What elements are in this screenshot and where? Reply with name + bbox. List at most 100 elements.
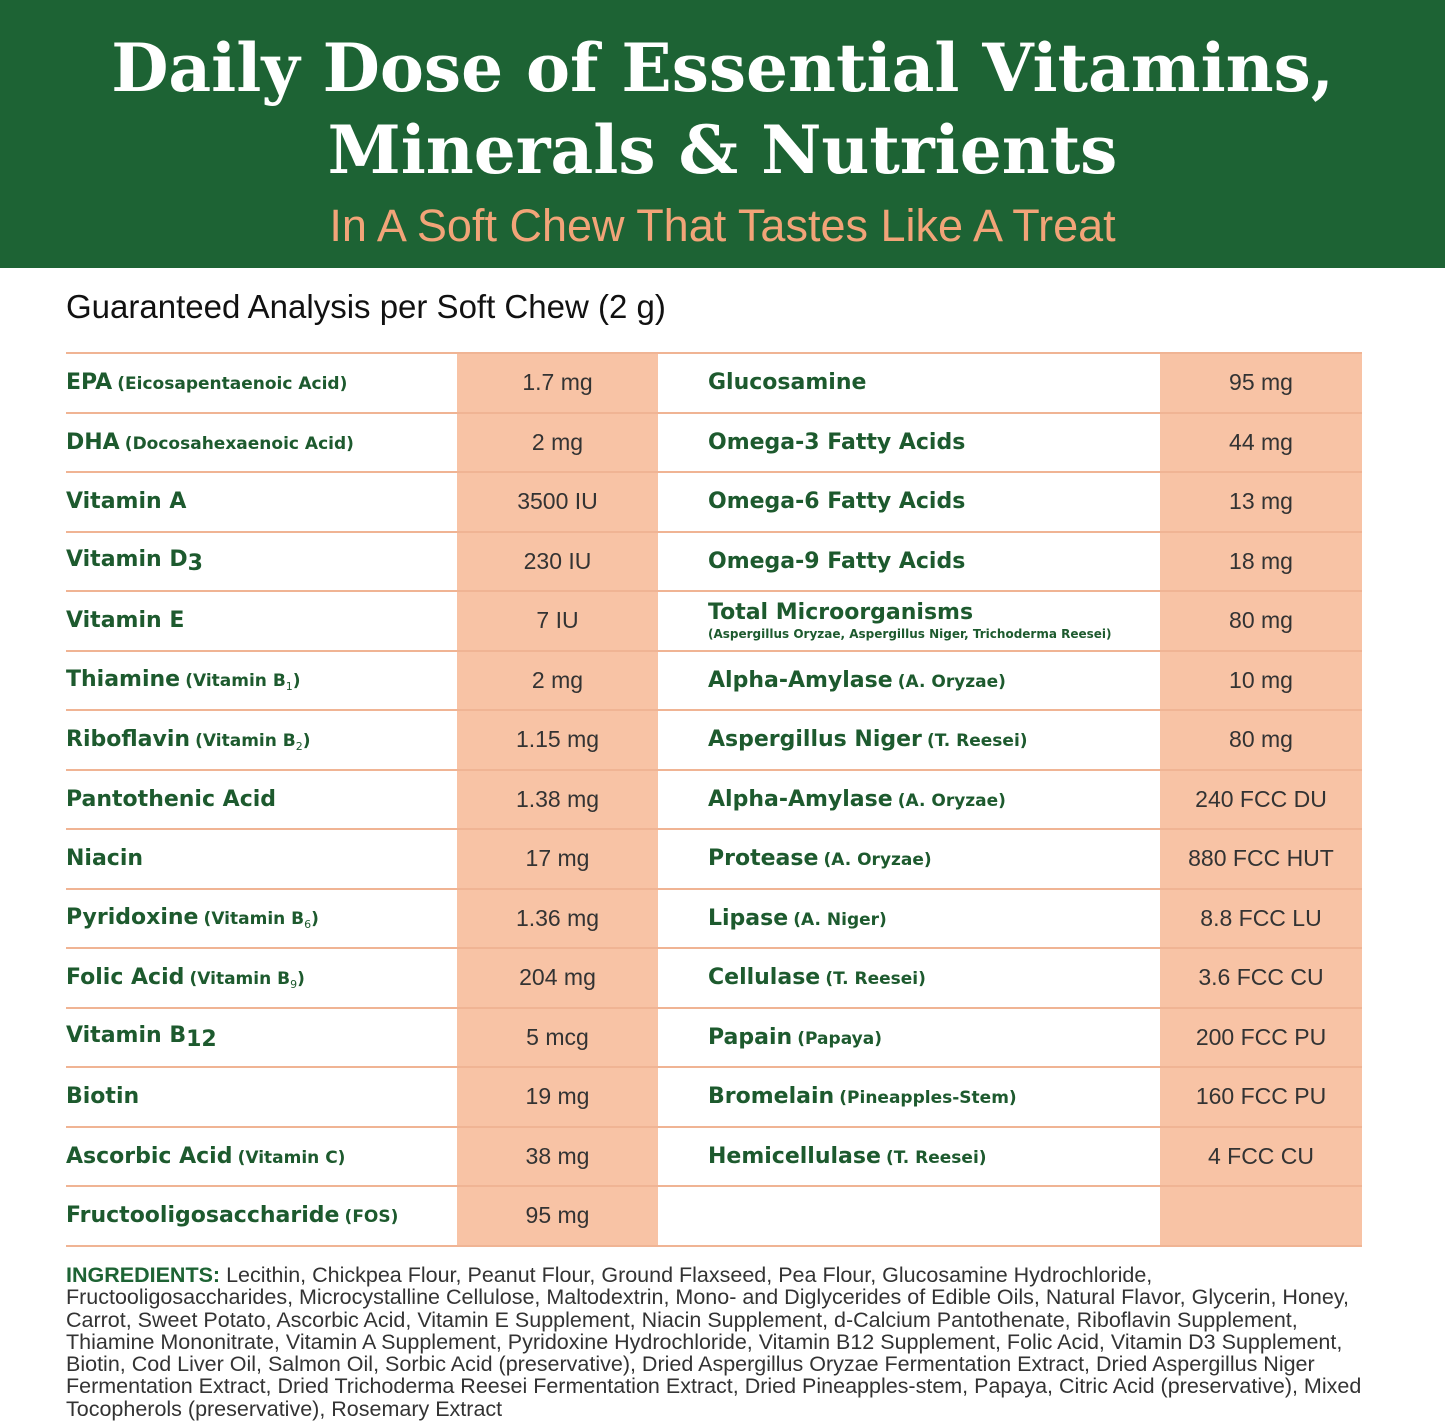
- amount: 95 mg: [525, 1202, 590, 1229]
- nutrient-note: ): [297, 968, 305, 989]
- subtitle: In A Soft Chew That Tastes Like A Treat: [329, 200, 1116, 251]
- amount: 13 mg: [1229, 488, 1293, 515]
- name-cell: Lipase (A. Niger): [658, 890, 1160, 949]
- amount-cell: 80 mg: [1160, 592, 1362, 652]
- name-cell: Vitamin B12: [66, 1009, 457, 1068]
- nutrient-note: (A. Oryzae): [897, 671, 1006, 692]
- name-cell: Glucosamine: [658, 354, 1160, 414]
- amount-cell: 95 mg: [1160, 354, 1362, 414]
- name-line: Protease (A. Oryzae): [708, 846, 1160, 871]
- name-line: Folic Acid (Vitamin B9): [66, 965, 457, 991]
- nutrient-name: Niacin: [66, 846, 144, 872]
- amount: 1.36 mg: [515, 904, 600, 931]
- section-heading: Guaranteed Analysis per Soft Chew (2 g): [66, 288, 666, 325]
- name-cell: Fructooligosaccharide (FOS): [66, 1187, 457, 1247]
- name-line: Omega-9 Fatty Acids: [708, 549, 1160, 574]
- name-line: Pyridoxine (Vitamin B6): [66, 905, 457, 931]
- amount-cell: 2 mg: [457, 651, 658, 711]
- nutrient-detail: (Aspergillus Oryzae, Aspergillus Niger, …: [708, 627, 1112, 642]
- name-cell: Vitamin D3: [66, 533, 457, 592]
- nutrient-name: Aspergillus Niger: [708, 727, 922, 753]
- name-cell: EPA (Eicosapentaenoic Acid): [66, 354, 457, 414]
- amount: 17 mg: [525, 845, 590, 872]
- amount-cell: 3500 IU: [457, 473, 658, 533]
- subscript: 9: [290, 977, 298, 991]
- nutrient-name: Alpha-Amylase: [708, 667, 893, 693]
- name-cell: Papain (Papaya): [658, 1009, 1160, 1068]
- name-cell: [658, 1187, 1160, 1247]
- amount: 880 FCC HUT: [1188, 845, 1334, 872]
- header: Daily Dose of Essential Vitamins, Minera…: [0, 0, 1445, 268]
- nutrient-name: Omega-9 Fatty Acids: [708, 548, 966, 574]
- name-line: Aspergillus Niger (T. Reesei): [708, 727, 1160, 752]
- name-cell: Hemicellulase (T. Reesei): [658, 1128, 1160, 1187]
- nutrient-note: (Vitamin B: [189, 968, 291, 989]
- amount: 3.6 FCC CU: [1198, 964, 1324, 991]
- nutrient-note: (Papaya): [797, 1028, 882, 1049]
- name-cell: Omega-3 Fatty Acids: [658, 414, 1160, 473]
- amount: 38 mg: [525, 1142, 590, 1169]
- subscript: 2: [295, 739, 303, 753]
- nutrient-note: (Docosahexaenoic Acid): [124, 433, 354, 454]
- subscript: 12: [186, 1026, 217, 1052]
- amount-cell: 240 FCC DU: [1160, 770, 1362, 830]
- name-line: Omega-3 Fatty Acids: [708, 430, 1160, 455]
- name-line: Fructooligosaccharide (FOS): [66, 1203, 457, 1228]
- amount: 18 mg: [1229, 547, 1293, 574]
- name-line: Niacin: [66, 846, 457, 871]
- name-cell: Thiamine (Vitamin B1): [66, 652, 457, 711]
- name-cell: Cellulase (T. Reesei): [658, 949, 1160, 1009]
- nutrient-note: (Vitamin B: [195, 730, 296, 751]
- nutrient-name: Omega-6 Fatty Acids: [708, 489, 966, 515]
- nutrient-name: Cellulase: [708, 965, 821, 991]
- nutrient-name: Alpha-Amylase: [708, 786, 893, 812]
- name-cell: Vitamin E: [66, 592, 457, 652]
- name-cell: Riboflavin (Vitamin B2): [66, 711, 457, 771]
- name-line: Pantothenic Acid: [66, 787, 457, 812]
- nutrient-note: (Eicosapentaenoic Acid): [117, 374, 348, 395]
- name-line: EPA (Eicosapentaenoic Acid): [66, 370, 457, 395]
- ingredients-label: INGREDIENTS:: [66, 1264, 221, 1287]
- amount: 1.38 mg: [515, 785, 600, 812]
- nutrient-note: (T. Reesei): [825, 969, 926, 990]
- name-line: Total Microorganisms: [708, 600, 1160, 625]
- name-cell: Folic Acid (Vitamin B9): [66, 949, 457, 1009]
- subscript: 6: [304, 918, 312, 932]
- subscript: 1: [285, 680, 293, 694]
- nutrient-name: Total Microorganisms: [708, 600, 974, 626]
- nutrient-note: (Vitamin B: [185, 671, 286, 692]
- name-cell: Pantothenic Acid: [66, 771, 457, 830]
- name-line: Lipase (A. Niger): [708, 906, 1160, 931]
- amount: 2 mg: [531, 428, 584, 455]
- name-line: Cellulase (T. Reesei): [708, 965, 1160, 990]
- name-line: Alpha-Amylase (A. Oryzae): [708, 787, 1160, 812]
- amount: 80 mg: [1229, 726, 1293, 753]
- name-line: DHA (Docosahexaenoic Acid): [66, 430, 457, 455]
- nutrient-name: Papain: [708, 1024, 793, 1050]
- amount-cell: [1160, 1187, 1362, 1247]
- amount-cell: 44 mg: [1160, 413, 1362, 473]
- name-cell: Total Microorganisms (Aspergillus Oryzae,…: [658, 592, 1160, 652]
- name-cell: Omega-6 Fatty Acids: [658, 473, 1160, 533]
- amount-cell: 5 mcg: [457, 1008, 658, 1068]
- title: Minerals & Nutrients: [327, 111, 1118, 189]
- amount-cell: 4 FCC CU: [1160, 1127, 1362, 1187]
- amount: 7 IU: [536, 607, 579, 634]
- amount: 200 FCC PU: [1195, 1023, 1327, 1050]
- amount-cell: 38 mg: [457, 1127, 658, 1187]
- amount-cell: 13 mg: [1160, 473, 1362, 533]
- nutrient-name: Omega-3 Fatty Acids: [708, 429, 966, 455]
- amount: 2 mg: [531, 666, 584, 693]
- amount: 3500 IU: [517, 488, 598, 515]
- name-line: Vitamin B12: [66, 1023, 457, 1052]
- nutrient-name: Biotin: [66, 1084, 140, 1110]
- nutrient-name: Folic Acid: [66, 964, 185, 990]
- name-cell: Vitamin A: [66, 473, 457, 533]
- amount-cell: 1.15 mg: [457, 711, 658, 771]
- nutrient-name: Hemicellulase: [708, 1143, 881, 1169]
- nutrient-name: Vitamin D: [66, 546, 188, 572]
- name-line: Vitamin E: [66, 608, 457, 633]
- name-line: Omega-6 Fatty Acids: [708, 489, 1160, 514]
- amount-cell: 2 mg: [457, 413, 658, 473]
- amount-cell: 230 IU: [457, 532, 658, 592]
